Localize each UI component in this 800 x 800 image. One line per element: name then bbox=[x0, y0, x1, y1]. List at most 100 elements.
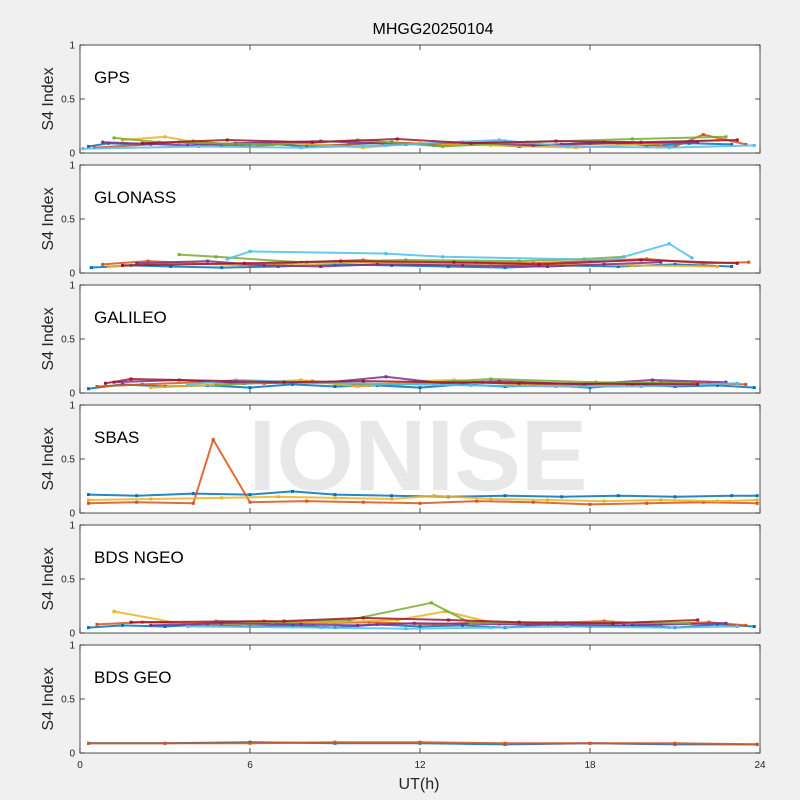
data-point bbox=[121, 263, 124, 267]
data-point bbox=[95, 385, 99, 388]
data-point bbox=[87, 493, 90, 497]
data-point bbox=[186, 625, 190, 628]
data-point bbox=[89, 266, 93, 270]
data-point bbox=[282, 619, 286, 623]
data-point bbox=[220, 266, 224, 270]
series-3 bbox=[149, 621, 728, 627]
data-point bbox=[752, 386, 756, 390]
data-point bbox=[149, 497, 153, 501]
data-point bbox=[546, 498, 549, 502]
y-tick-label: 0 bbox=[69, 149, 75, 160]
data-point bbox=[744, 382, 748, 386]
data-point bbox=[291, 382, 294, 386]
data-point bbox=[333, 493, 337, 497]
data-point bbox=[299, 378, 303, 382]
data-point bbox=[140, 382, 144, 386]
y-tick-label: 0.5 bbox=[61, 215, 75, 226]
data-point bbox=[588, 502, 592, 506]
data-point bbox=[611, 621, 615, 625]
panels-layer: 0 0.5 1 S4 Index GPS 0 0.5 1 S4 Index GLONASS 0 0.5… bbox=[40, 41, 766, 772]
data-point bbox=[730, 142, 734, 146]
data-point bbox=[395, 137, 399, 141]
data-point bbox=[163, 741, 167, 745]
data-point bbox=[361, 616, 365, 620]
x-axis-label: UT(h) bbox=[399, 776, 440, 793]
data-point bbox=[271, 142, 275, 146]
data-point bbox=[384, 375, 388, 379]
panel-label: GLONASS bbox=[94, 188, 176, 207]
data-point bbox=[112, 609, 116, 613]
data-point bbox=[333, 496, 337, 500]
data-point bbox=[574, 262, 578, 266]
data-point bbox=[730, 494, 734, 498]
data-point bbox=[432, 494, 436, 498]
data-point bbox=[469, 621, 473, 625]
data-point bbox=[461, 623, 464, 627]
data-point bbox=[327, 620, 331, 624]
data-point bbox=[755, 498, 759, 502]
plot-area bbox=[79, 164, 761, 274]
data-point bbox=[347, 618, 351, 622]
data-point bbox=[186, 143, 190, 147]
data-point bbox=[361, 379, 365, 383]
data-point bbox=[503, 741, 507, 745]
data-point bbox=[106, 265, 110, 268]
panel-label: GPS bbox=[94, 68, 130, 87]
data-point bbox=[444, 609, 447, 613]
data-point bbox=[602, 262, 606, 266]
data-point bbox=[220, 621, 224, 625]
data-point bbox=[673, 495, 677, 499]
data-point bbox=[701, 133, 705, 137]
data-point bbox=[376, 262, 379, 266]
data-point bbox=[724, 380, 728, 384]
data-point bbox=[475, 499, 479, 503]
data-point bbox=[730, 265, 734, 268]
y-tick-label: 1 bbox=[69, 401, 75, 412]
data-point bbox=[87, 626, 90, 630]
y-tick-label: 0 bbox=[69, 749, 75, 760]
data-point bbox=[611, 258, 615, 262]
series-2 bbox=[87, 494, 759, 503]
data-point bbox=[104, 381, 107, 385]
series-5 bbox=[81, 138, 756, 151]
data-point bbox=[206, 259, 209, 263]
data-point bbox=[129, 377, 133, 381]
data-point bbox=[276, 495, 280, 499]
data-point bbox=[135, 261, 139, 265]
data-point bbox=[347, 381, 351, 385]
y-tick-label: 0 bbox=[69, 269, 75, 280]
data-point bbox=[747, 260, 751, 264]
data-point bbox=[146, 259, 150, 263]
data-point bbox=[631, 263, 634, 267]
data-point bbox=[384, 143, 388, 147]
data-point bbox=[755, 742, 759, 746]
data-point bbox=[149, 386, 153, 390]
data-point bbox=[319, 265, 323, 268]
data-point bbox=[489, 143, 493, 147]
data-point bbox=[339, 259, 343, 263]
series-3 bbox=[135, 259, 663, 268]
panel-label: SBAS bbox=[94, 428, 139, 447]
data-point bbox=[687, 381, 691, 385]
data-point bbox=[418, 740, 422, 744]
data-point bbox=[560, 495, 564, 499]
data-point bbox=[390, 494, 394, 498]
data-point bbox=[121, 138, 124, 142]
data-point bbox=[602, 619, 606, 623]
data-point bbox=[446, 265, 450, 268]
data-point bbox=[135, 500, 139, 504]
series-line bbox=[88, 438, 758, 506]
y-axis-label: S4 Index bbox=[40, 427, 57, 490]
series-line bbox=[105, 378, 698, 386]
data-point bbox=[214, 255, 218, 259]
data-point bbox=[169, 265, 173, 268]
data-point bbox=[707, 620, 711, 624]
data-point bbox=[248, 500, 252, 504]
data-point bbox=[191, 492, 195, 496]
data-point bbox=[735, 625, 739, 628]
data-point bbox=[667, 626, 671, 630]
data-point bbox=[87, 145, 90, 148]
data-point bbox=[319, 626, 323, 630]
y-tick-label: 0.5 bbox=[61, 95, 75, 106]
